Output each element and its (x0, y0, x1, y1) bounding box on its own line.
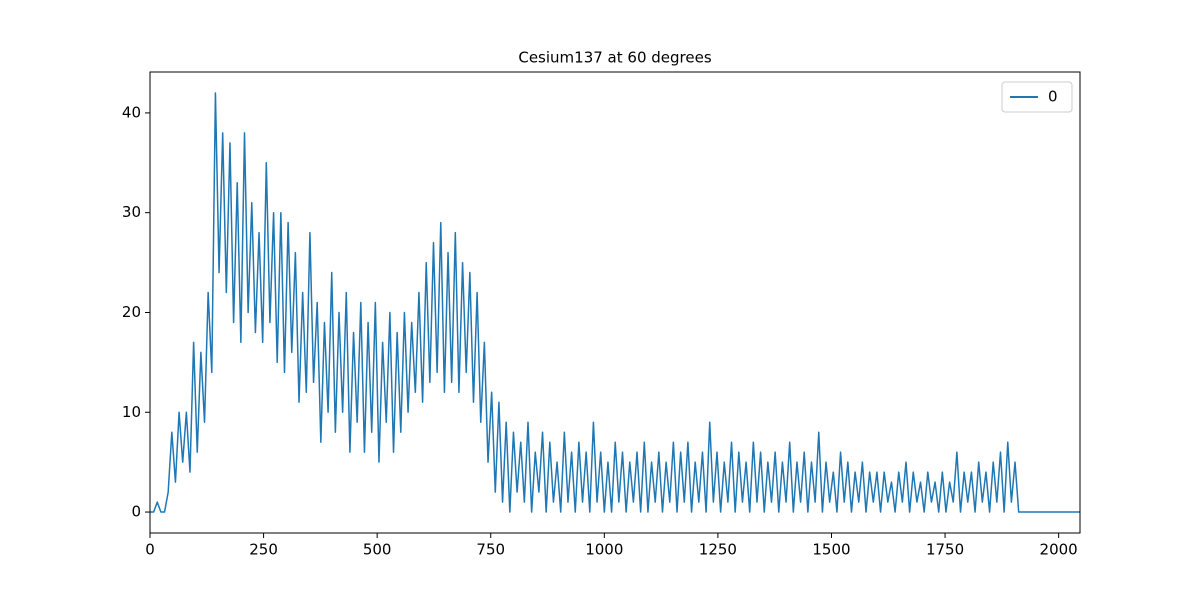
x-tick-label: 250 (249, 541, 278, 559)
x-tick-label: 0 (145, 541, 155, 559)
x-tick-label: 500 (363, 541, 392, 559)
x-tick-label: 1250 (699, 541, 737, 559)
x-tick-label: 1500 (812, 541, 850, 559)
y-tick-label: 10 (122, 403, 141, 421)
x-tick-label: 2000 (1040, 541, 1078, 559)
x-tick-label: 1000 (585, 541, 623, 559)
y-tick-label: 20 (122, 303, 141, 321)
y-tick-label: 0 (131, 503, 141, 521)
x-tick-label: 1750 (926, 541, 964, 559)
y-tick-label: 30 (122, 203, 141, 221)
plot-frame (149, 71, 1081, 534)
x-tick-label: 750 (476, 541, 505, 559)
legend-label: 0 (1048, 88, 1058, 106)
chart-title: Cesium137 at 60 degrees (518, 49, 711, 67)
y-tick-label: 40 (122, 103, 141, 121)
data-line (150, 92, 1080, 513)
